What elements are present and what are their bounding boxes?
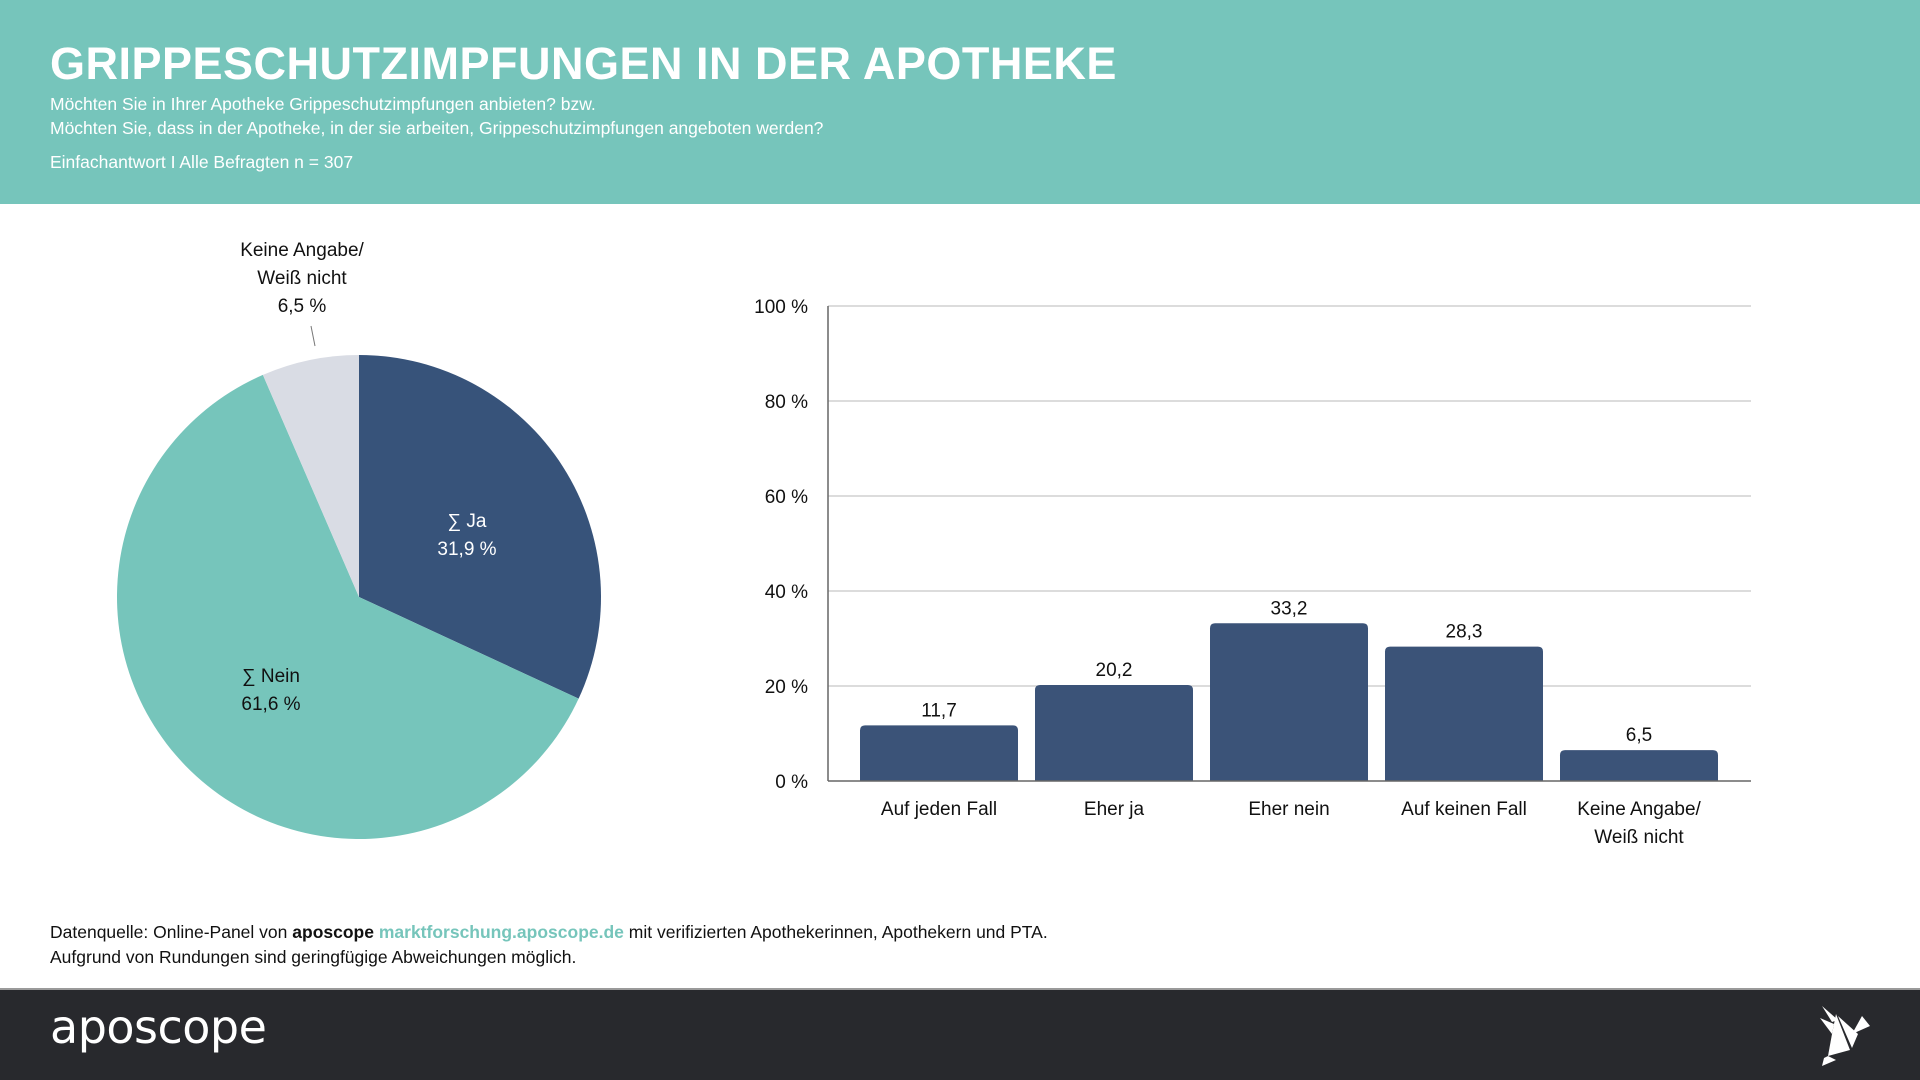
pie-leader-line [310, 325, 316, 347]
bar-chart: 0 % 20 % 40 % 60 % 80 % 100 % 11,7 Auf jeden Fa… [754, 297, 1751, 848]
question-line-2: Möchten Sie, dass in der Apotheke, in de… [50, 118, 824, 138]
pie-label-keine-angabe-line-0: Keine Angabe/ [240, 240, 364, 261]
y-tick-label-40: 40 % [765, 582, 808, 603]
x-tick-label-1: Auf jeden Fall [881, 799, 997, 820]
question-line-1: Möchten Sie in Ihrer Apotheke Grippeschu… [50, 94, 596, 114]
source-prefix: Datenquelle: Online-Panel von [50, 922, 288, 942]
pie-label-ja-value: 31,9 % [437, 539, 496, 560]
pie-label-keine-angabe-line-2: 6,5 % [278, 296, 327, 317]
bar-value-label-2: 20,2 [1096, 660, 1133, 681]
y-tick-label-60: 60 % [765, 487, 808, 508]
x-tick-label-5: Keine Angabe/ [1577, 799, 1701, 820]
bar-5 [1560, 750, 1718, 781]
x-tick-label-2: Eher ja [1084, 799, 1145, 820]
pie-chart: ∑ Ja 31,9 % ∑ Nein 61,6 % Keine Angabe/Weiß … [116, 240, 601, 839]
pie-label-nein-name: ∑ Nein [242, 666, 300, 687]
page-title: GRIPPESCHUTZIMPFUNGEN IN DER APOTHEKE [50, 38, 1117, 89]
bar-2 [1035, 685, 1193, 781]
x-tick-label-3: Eher nein [1248, 799, 1329, 820]
header-banner: GRIPPESCHUTZIMPFUNGEN IN DER APOTHEKE Mö… [0, 0, 1920, 204]
source-link[interactable]: marktforschung.aposcope.de [378, 922, 624, 942]
pie-label-keine-angabe-line-1: Weiß nicht [257, 268, 347, 289]
question-text: Möchten Sie in Ihrer Apotheke Grippeschu… [50, 92, 823, 140]
bar-3 [1210, 623, 1368, 781]
bar-value-label-3: 33,2 [1271, 598, 1308, 619]
bar-value-label-5: 6,5 [1626, 725, 1652, 746]
sample-note: Einfachantwort I Alle Befragten n = 307 [50, 152, 354, 172]
source-brand: aposcope [292, 922, 374, 942]
charts-canvas: ∑ Ja 31,9 % ∑ Nein 61,6 % Keine Angabe/Weiß … [116, 240, 1751, 848]
pie-slice-ja [359, 355, 601, 699]
x-tick-label-4: Auf keinen Fall [1401, 799, 1527, 820]
bar-value-label-1: 11,7 [921, 700, 957, 721]
pie-label-ja-name: ∑ Ja [448, 511, 487, 532]
pie-slice-keine-angabe [262, 355, 359, 597]
source-note: Datenquelle: Online-Panel von aposcope m… [50, 920, 1048, 970]
y-tick-label-20: 20 % [765, 677, 808, 698]
origami-bird-icon [1820, 1006, 1870, 1066]
aposcope-logo: aposcope [50, 1000, 267, 1054]
y-tick-label-80: 80 % [765, 392, 808, 413]
y-tick-label-100: 100 % [754, 297, 808, 318]
y-tick-label-0: 0 % [775, 772, 808, 793]
rounding-note: Aufgrund von Rundungen sind geringfügige… [50, 947, 577, 967]
bar-value-label-4: 28,3 [1446, 622, 1483, 643]
pie-label-nein-value: 61,6 % [241, 694, 300, 715]
bar-4 [1385, 646, 1543, 781]
x-tick-label-5-line-2: Weiß nicht [1594, 827, 1684, 848]
footer-bar: aposcope [0, 988, 1920, 1080]
source-suffix: mit verifizierten Apothekerinnen, Apothe… [628, 922, 1048, 942]
source-line: Datenquelle: Online-Panel von aposcope m… [50, 920, 1048, 945]
pie-slice-nein [116, 374, 579, 839]
bar-1 [860, 725, 1018, 781]
